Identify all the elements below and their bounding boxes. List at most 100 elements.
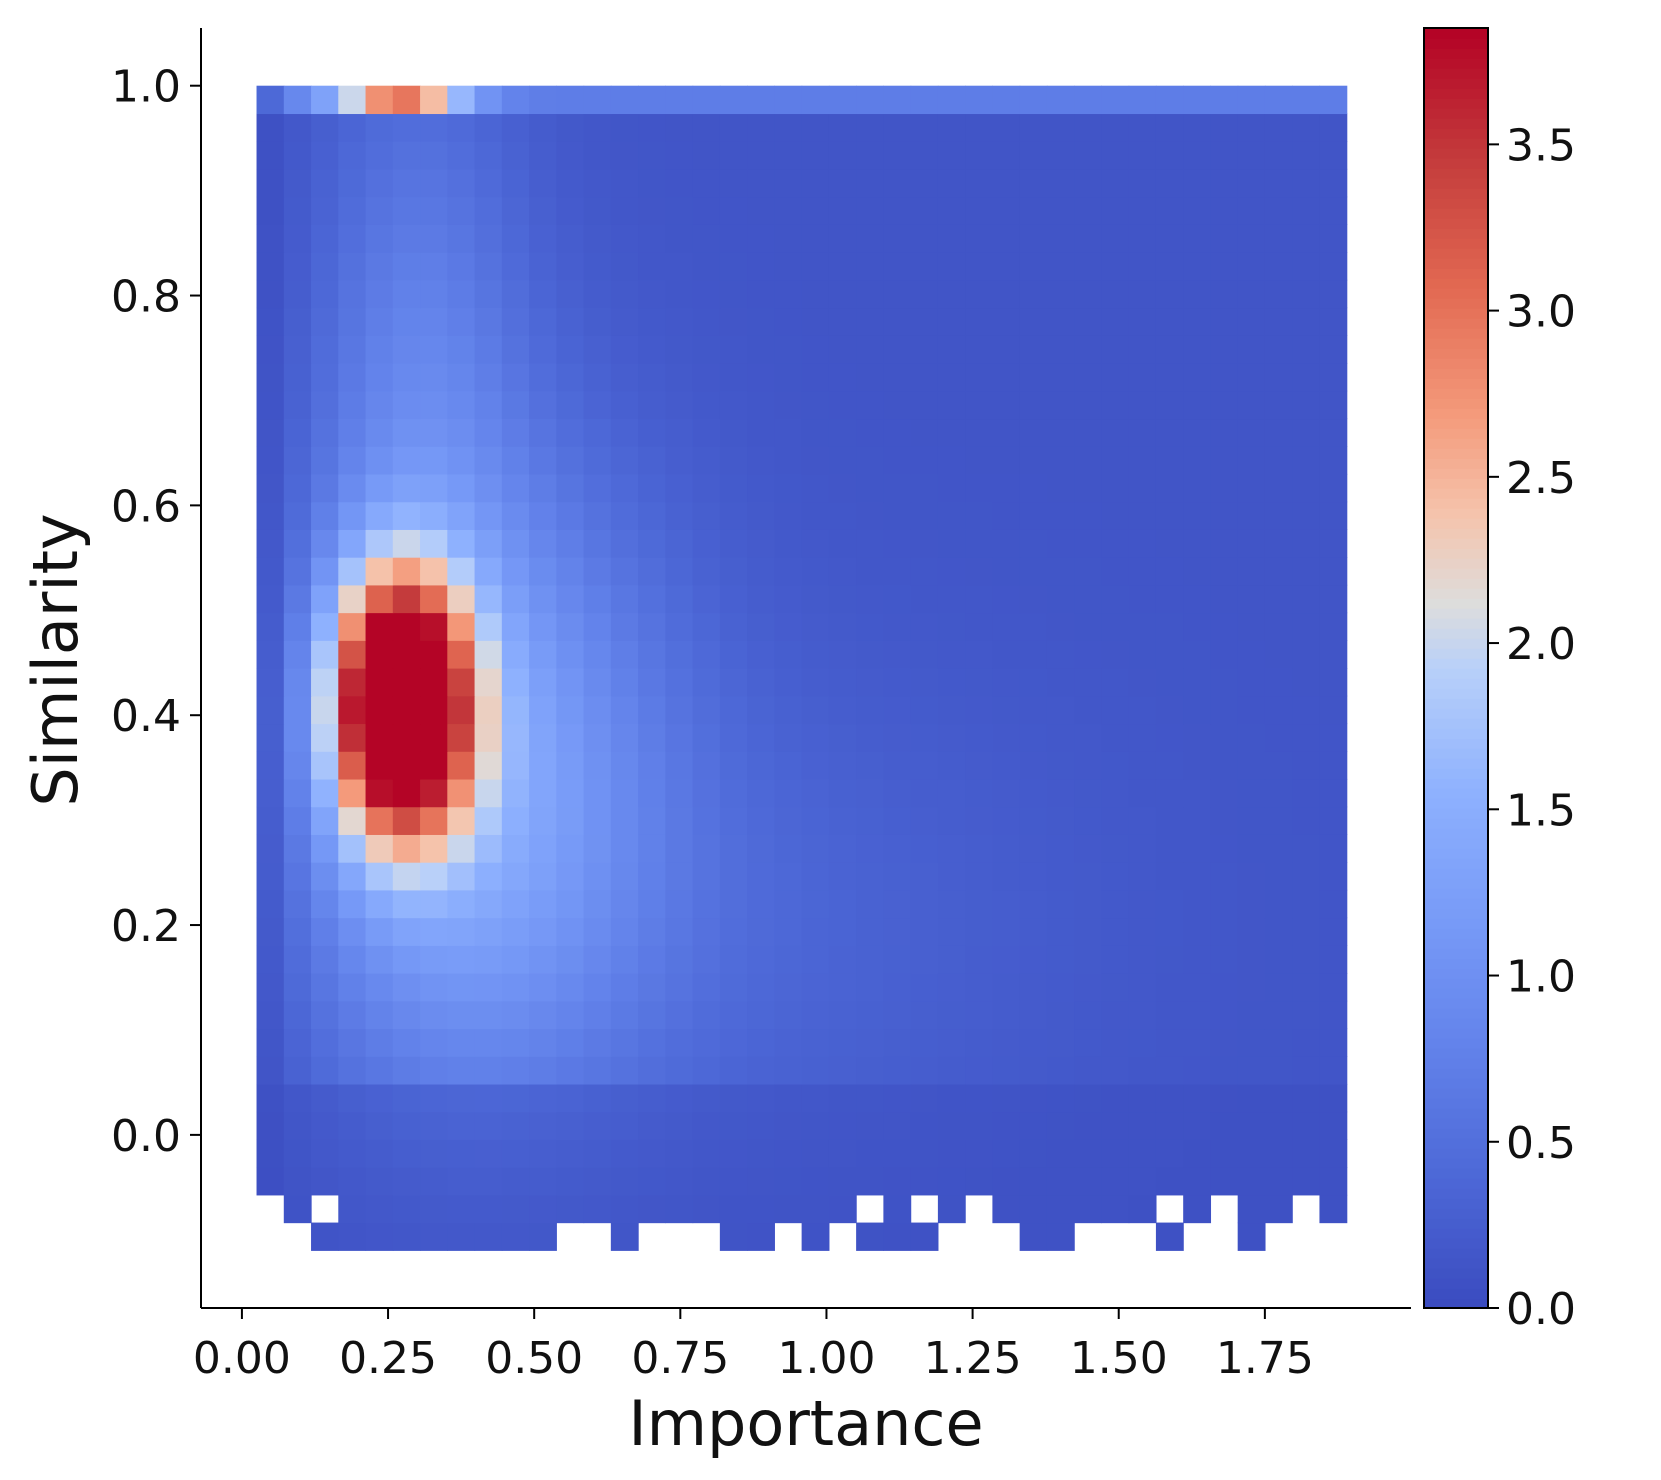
heatmap-cell bbox=[610, 168, 639, 198]
heatmap-cell bbox=[365, 612, 394, 641]
heatmap-cell bbox=[747, 529, 775, 558]
axes bbox=[200, 28, 1411, 1309]
heatmap-cell bbox=[1019, 862, 1048, 891]
heatmap-cell bbox=[474, 889, 503, 919]
heatmap-cell bbox=[256, 834, 285, 863]
heatmap-cell bbox=[1237, 252, 1266, 281]
heatmap-cell bbox=[420, 85, 448, 115]
colorbar-segment bbox=[1424, 828, 1488, 839]
heatmap-cell bbox=[474, 1139, 503, 1168]
heatmap-cell bbox=[747, 252, 775, 281]
heatmap-cell bbox=[856, 584, 884, 614]
colorbar-segment bbox=[1424, 928, 1488, 939]
heatmap-cell bbox=[556, 806, 585, 835]
heatmap-cell bbox=[283, 224, 312, 253]
heatmap-cell bbox=[501, 279, 530, 309]
heatmap-cell bbox=[529, 446, 557, 475]
heatmap-cell bbox=[1128, 335, 1157, 364]
heatmap-cell bbox=[283, 141, 312, 170]
heatmap-cell bbox=[1155, 1083, 1184, 1113]
heatmap-cell bbox=[692, 252, 721, 281]
heatmap-cell bbox=[1019, 418, 1048, 447]
heatmap-cell bbox=[365, 751, 394, 780]
heatmap-cell bbox=[501, 973, 530, 1002]
heatmap-cell bbox=[556, 1111, 585, 1140]
colorbar-segment bbox=[1424, 1038, 1488, 1049]
heatmap-cell bbox=[1183, 945, 1212, 974]
heatmap-cell bbox=[965, 945, 993, 974]
heatmap-cell bbox=[638, 307, 666, 336]
heatmap-cell bbox=[392, 113, 421, 142]
heatmap-cell bbox=[1319, 307, 1348, 336]
heatmap-cell bbox=[474, 945, 503, 974]
y-tick-label: 0.4 bbox=[111, 691, 181, 742]
heatmap-cell bbox=[856, 113, 884, 142]
heatmap-cell bbox=[828, 141, 857, 170]
heatmap-cell bbox=[774, 168, 803, 198]
heatmap-cell bbox=[828, 418, 857, 447]
colorbar-segment bbox=[1424, 798, 1488, 809]
heatmap-cell bbox=[638, 862, 666, 891]
heatmap-cell bbox=[883, 279, 912, 309]
heatmap-cell bbox=[910, 446, 939, 475]
heatmap-cell bbox=[420, 751, 448, 780]
heatmap-cell bbox=[1101, 695, 1130, 725]
heatmap-cell bbox=[1128, 668, 1157, 697]
heatmap-cell bbox=[556, 723, 585, 752]
heatmap-cell bbox=[1292, 778, 1321, 808]
heatmap-cell bbox=[937, 1083, 966, 1113]
heatmap-cell bbox=[774, 252, 803, 281]
heatmap-cell bbox=[583, 252, 612, 281]
heatmap-cell bbox=[338, 85, 367, 115]
heatmap-cell bbox=[447, 1056, 476, 1085]
heatmap-cell bbox=[283, 973, 312, 1002]
heatmap-cell bbox=[719, 973, 748, 1002]
heatmap-cell bbox=[801, 806, 830, 835]
heatmap-cell bbox=[1101, 390, 1130, 420]
heatmap-cell bbox=[256, 446, 285, 475]
heatmap-cell bbox=[965, 557, 993, 586]
heatmap-cell bbox=[1319, 889, 1348, 919]
heatmap-cell bbox=[365, 862, 394, 891]
heatmap-cell bbox=[338, 473, 367, 503]
heatmap-cell bbox=[283, 390, 312, 420]
heatmap-cell bbox=[501, 584, 530, 614]
heatmap-cell bbox=[719, 1028, 748, 1057]
heatmap-cell bbox=[474, 778, 503, 808]
colorbar-segment bbox=[1424, 438, 1488, 449]
colorbar-segment bbox=[1424, 948, 1488, 959]
heatmap-cell bbox=[1210, 168, 1239, 198]
heatmap-cell bbox=[1319, 584, 1348, 614]
heatmap-cell bbox=[1264, 113, 1293, 142]
heatmap-cell bbox=[801, 889, 830, 919]
heatmap-cell bbox=[311, 917, 339, 946]
heatmap-cell bbox=[719, 1167, 748, 1196]
heatmap-cell bbox=[283, 85, 312, 115]
heatmap-cell bbox=[1155, 973, 1184, 1002]
heatmap-cell bbox=[1210, 917, 1239, 946]
heatmap-cell bbox=[283, 473, 312, 503]
heatmap-cell bbox=[311, 168, 339, 198]
heatmap-cell bbox=[992, 196, 1021, 225]
heatmap-cell bbox=[883, 751, 912, 780]
heatmap-cell bbox=[1101, 446, 1130, 475]
heatmap-cell bbox=[474, 362, 503, 392]
heatmap-cell bbox=[910, 889, 939, 919]
heatmap-cell bbox=[311, 390, 339, 420]
heatmap-cell bbox=[311, 446, 339, 475]
colorbar-segment bbox=[1424, 1028, 1488, 1039]
heatmap-cell bbox=[365, 446, 394, 475]
heatmap-cell bbox=[447, 196, 476, 225]
heatmap-cell bbox=[1319, 1083, 1348, 1113]
colorbar-segment bbox=[1424, 38, 1488, 49]
heatmap-cell bbox=[747, 1000, 775, 1030]
heatmap-cell bbox=[910, 362, 939, 392]
heatmap-cell bbox=[937, 778, 966, 808]
heatmap-cell bbox=[338, 1222, 367, 1251]
heatmap-cell bbox=[501, 1222, 530, 1251]
heatmap-cell bbox=[692, 141, 721, 170]
heatmap-cell bbox=[937, 917, 966, 946]
heatmap-cell bbox=[965, 196, 993, 225]
heatmap-cell bbox=[474, 307, 503, 336]
heatmap-cell bbox=[1074, 778, 1103, 808]
